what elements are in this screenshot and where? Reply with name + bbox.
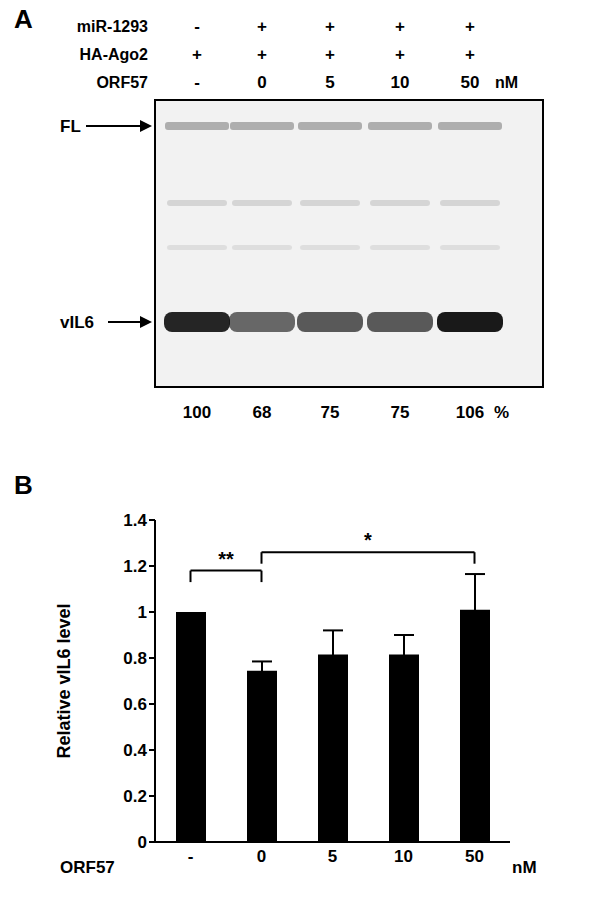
svg-text:68: 68 <box>253 403 272 422</box>
svg-text:1: 1 <box>138 603 147 622</box>
svg-text:+: + <box>257 45 267 64</box>
svg-text:5: 5 <box>325 73 334 92</box>
svg-text:75: 75 <box>391 403 410 422</box>
svg-text:miR-1293: miR-1293 <box>77 18 148 35</box>
svg-text:0.8: 0.8 <box>123 649 147 668</box>
svg-text:A: A <box>14 4 33 34</box>
svg-text:HA-Ago2: HA-Ago2 <box>80 46 149 63</box>
svg-text:-: - <box>194 73 200 92</box>
svg-text:1.2: 1.2 <box>123 557 147 576</box>
svg-text:+: + <box>395 45 405 64</box>
svg-text:0.6: 0.6 <box>123 695 147 714</box>
svg-text:100: 100 <box>183 403 211 422</box>
svg-text:+: + <box>395 17 405 36</box>
svg-text:0: 0 <box>257 847 266 866</box>
svg-text:**: ** <box>218 548 234 570</box>
svg-text:Relative vIL6 level: Relative vIL6 level <box>54 603 74 758</box>
svg-text:0: 0 <box>257 73 266 92</box>
svg-text:106: 106 <box>456 403 484 422</box>
svg-text:ORF57: ORF57 <box>96 74 148 91</box>
svg-text:nM: nM <box>495 74 518 91</box>
svg-text:75: 75 <box>321 403 340 422</box>
svg-text:10: 10 <box>394 847 413 866</box>
svg-text:+: + <box>465 45 475 64</box>
svg-text:vIL6: vIL6 <box>60 313 94 332</box>
svg-text:50: 50 <box>461 73 480 92</box>
svg-text:1.4: 1.4 <box>123 511 147 530</box>
svg-text:0.2: 0.2 <box>123 787 147 806</box>
svg-text:10: 10 <box>391 73 410 92</box>
html-text:nM: nM <box>512 858 537 877</box>
svg-text:0: 0 <box>138 833 147 852</box>
svg-text:FL: FL <box>60 117 81 136</box>
svg-text:-: - <box>194 17 200 36</box>
svg-text:+: + <box>325 17 335 36</box>
svg-text:+: + <box>192 45 202 64</box>
svg-text:+: + <box>325 45 335 64</box>
svg-text:%: % <box>494 403 509 422</box>
svg-text:+: + <box>257 17 267 36</box>
svg-text:*: * <box>364 529 372 551</box>
svg-text:5: 5 <box>328 847 337 866</box>
svg-text:0.4: 0.4 <box>123 741 147 760</box>
html-text:ORF57: ORF57 <box>60 858 115 877</box>
svg-text:+: + <box>465 17 475 36</box>
svg-text:-: - <box>188 847 194 866</box>
html-text:B: B <box>14 470 33 500</box>
svg-text:50: 50 <box>465 847 484 866</box>
